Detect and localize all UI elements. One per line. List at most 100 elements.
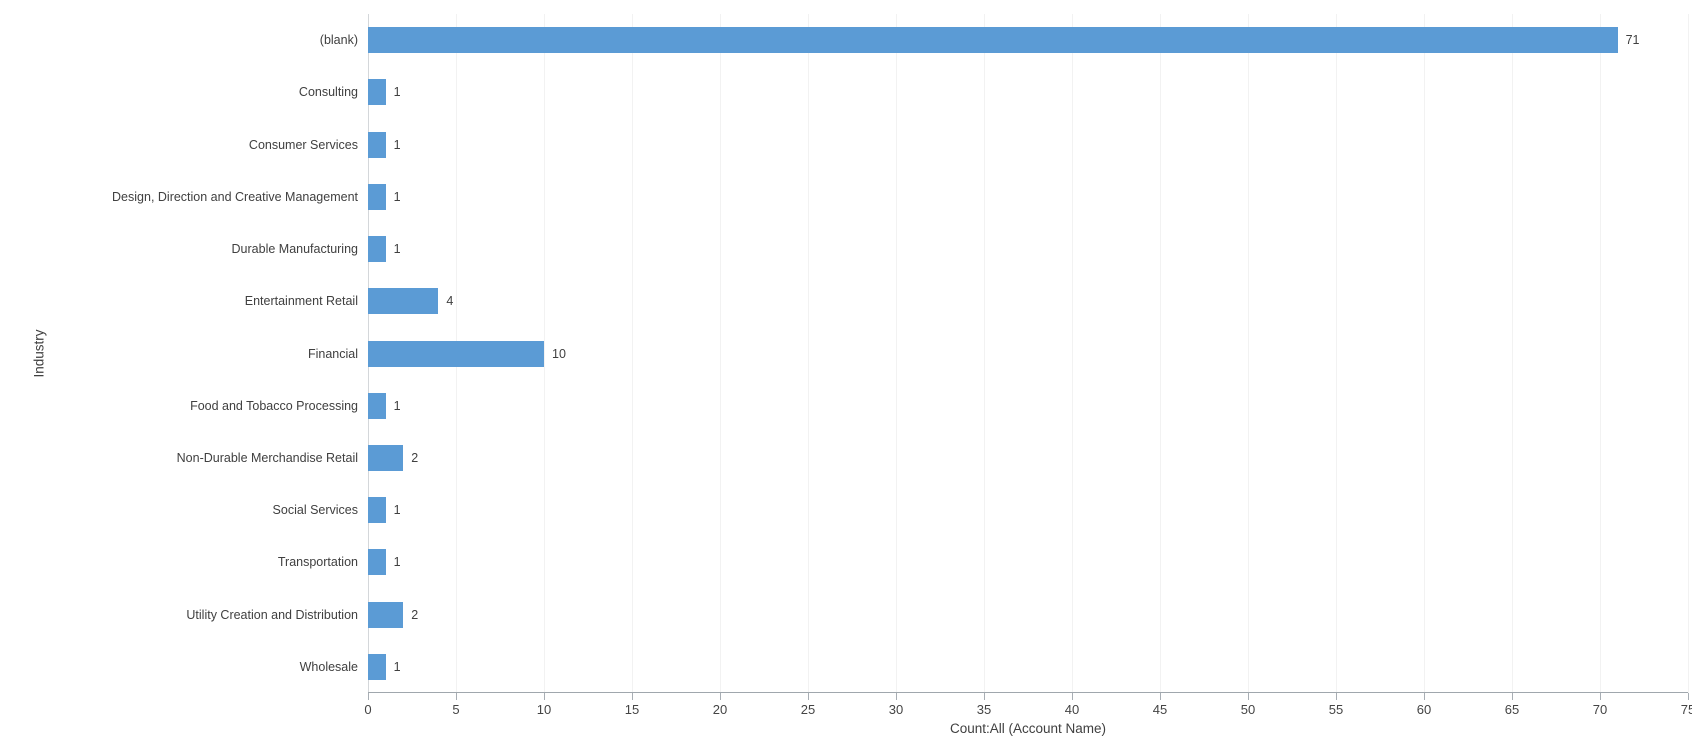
category-label: Utility Creation and Distribution bbox=[186, 607, 358, 622]
x-tick bbox=[1336, 693, 1337, 700]
bar-row: Consumer Services 1 bbox=[249, 118, 1688, 170]
x-tick-label: 15 bbox=[624, 702, 640, 717]
category-label: Transportation bbox=[277, 555, 358, 570]
gridline bbox=[1424, 14, 1425, 693]
bar[interactable] bbox=[368, 653, 386, 680]
bar-row: Social Services 1 bbox=[273, 484, 1688, 536]
gridline bbox=[1336, 14, 1337, 693]
value-label: 4 bbox=[446, 294, 454, 309]
x-tick-label: 20 bbox=[712, 702, 728, 717]
x-tick-label: 5 bbox=[452, 702, 460, 717]
category-label: Entertainment Retail bbox=[244, 294, 358, 309]
bar-row: Design, Direction and Creative Managemen… bbox=[112, 171, 1688, 223]
bar[interactable] bbox=[368, 236, 386, 263]
category-label: Financial bbox=[307, 346, 358, 361]
x-tick bbox=[1248, 693, 1249, 700]
gridline bbox=[984, 14, 985, 693]
x-tick-label: 10 bbox=[536, 702, 552, 717]
x-axis-title: Count:All (Account Name) bbox=[949, 721, 1107, 736]
bar-row: Utility Creation and Distribution 2 bbox=[186, 589, 1688, 641]
gridline bbox=[544, 14, 545, 693]
gridline bbox=[720, 14, 721, 693]
bar-rows: (blank) 71 Consulting 1 Consumer Services 1 De… bbox=[112, 14, 1688, 693]
y-axis-title: Industry bbox=[31, 329, 47, 378]
bar[interactable] bbox=[368, 131, 386, 158]
bar[interactable] bbox=[368, 549, 386, 576]
x-tick bbox=[1424, 693, 1425, 700]
x-tick-label: 65 bbox=[1504, 702, 1520, 717]
value-label: 1 bbox=[393, 555, 401, 570]
x-tick bbox=[720, 693, 721, 700]
gridline bbox=[1248, 14, 1249, 693]
bar[interactable] bbox=[368, 444, 404, 471]
bar[interactable] bbox=[368, 288, 439, 315]
x-tick bbox=[1072, 693, 1073, 700]
gridline bbox=[896, 14, 897, 693]
value-label: 71 bbox=[1625, 33, 1640, 48]
bar[interactable] bbox=[368, 183, 386, 210]
plot-area: (blank) 71 Consulting 1 Consumer Services 1 De… bbox=[112, 14, 1692, 717]
x-tick-label: 50 bbox=[1240, 702, 1256, 717]
bar[interactable] bbox=[368, 340, 544, 367]
x-tick-label: 55 bbox=[1328, 702, 1344, 717]
bar-row: Non-Durable Merchandise Retail 2 bbox=[177, 432, 1688, 484]
x-tick bbox=[1512, 693, 1513, 700]
x-tick-label: 60 bbox=[1416, 702, 1432, 717]
category-label: Durable Manufacturing bbox=[231, 242, 358, 257]
bar[interactable] bbox=[368, 27, 1618, 54]
bar[interactable] bbox=[368, 497, 386, 524]
x-tick bbox=[808, 693, 809, 700]
category-label: Wholesale bbox=[299, 659, 358, 674]
gridline bbox=[1512, 14, 1513, 693]
bar-row: Financial 10 bbox=[308, 327, 1688, 379]
gridlines bbox=[368, 14, 1689, 693]
bar[interactable] bbox=[368, 79, 386, 106]
gridline bbox=[808, 14, 809, 693]
x-tick-label: 35 bbox=[976, 702, 992, 717]
value-label: 1 bbox=[393, 137, 401, 152]
bar[interactable] bbox=[368, 601, 404, 628]
x-tick bbox=[544, 693, 545, 700]
value-label: 1 bbox=[393, 659, 401, 674]
category-label: Consulting bbox=[298, 85, 358, 100]
bar-row: Consulting 1 bbox=[299, 66, 1688, 118]
x-tick-label: 0 bbox=[364, 702, 372, 717]
x-tick bbox=[1160, 693, 1161, 700]
x-tick bbox=[456, 693, 457, 700]
bar-row: Entertainment Retail 4 bbox=[245, 275, 1688, 327]
value-label: 1 bbox=[393, 189, 401, 204]
category-label: Consumer Services bbox=[248, 137, 358, 152]
bar-row: (blank) 71 bbox=[320, 14, 1688, 66]
gridline bbox=[1688, 14, 1689, 693]
x-tick bbox=[632, 693, 633, 700]
value-label: 1 bbox=[393, 85, 401, 100]
bar-row: Durable Manufacturing 1 bbox=[232, 223, 1688, 275]
x-tick-label: 25 bbox=[800, 702, 816, 717]
x-tick-label: 40 bbox=[1064, 702, 1080, 717]
bar-row: Wholesale 1 bbox=[300, 641, 1688, 693]
gridline bbox=[1160, 14, 1161, 693]
x-tick-label: 30 bbox=[888, 702, 904, 717]
gridline bbox=[1072, 14, 1073, 693]
value-label: 2 bbox=[411, 450, 419, 465]
gridline bbox=[632, 14, 633, 693]
x-axis-line bbox=[368, 692, 1688, 693]
x-tick bbox=[368, 693, 369, 700]
x-tick bbox=[984, 693, 985, 700]
y-axis-title-wrap: Industry bbox=[0, 14, 78, 693]
value-label: 10 bbox=[552, 346, 566, 361]
bar-row: Food and Tobacco Processing 1 bbox=[190, 380, 1688, 432]
category-label: (blank) bbox=[319, 33, 358, 48]
x-tick bbox=[896, 693, 897, 700]
bar[interactable] bbox=[368, 392, 386, 419]
category-label: Social Services bbox=[272, 503, 358, 518]
gridline bbox=[1600, 14, 1601, 693]
value-label: 1 bbox=[393, 242, 401, 257]
x-tick-label: 75 bbox=[1680, 702, 1692, 717]
x-tick-label: 45 bbox=[1152, 702, 1168, 717]
category-label: Non-Durable Merchandise Retail bbox=[176, 450, 358, 465]
value-label: 2 bbox=[411, 607, 419, 622]
x-tick bbox=[1688, 693, 1689, 700]
value-label: 1 bbox=[393, 398, 401, 413]
